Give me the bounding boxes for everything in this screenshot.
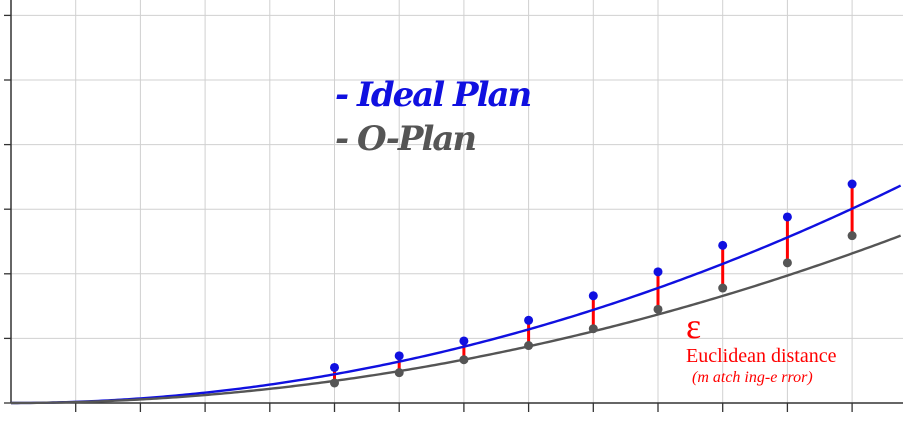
legend-entry-ideal-plan: - Ideal Plan xyxy=(335,75,531,115)
series-0-point-3 xyxy=(524,315,534,325)
annotation-line2: (m atch ing-e rror) xyxy=(692,369,813,386)
series-line-1 xyxy=(11,234,902,405)
series-1-point-8 xyxy=(847,231,857,241)
series-0-point-0 xyxy=(330,362,339,372)
grid-lines xyxy=(11,0,903,403)
series-0-point-1 xyxy=(394,351,404,361)
series-line-0 xyxy=(11,184,902,405)
series-1-point-4 xyxy=(588,324,598,334)
series-1-point-7 xyxy=(782,258,792,268)
series-points xyxy=(330,179,857,388)
legend-entry-o-plan: - O-Plan xyxy=(335,119,475,159)
series-0-point-7 xyxy=(782,212,792,222)
series-0-point-4 xyxy=(588,291,598,301)
series-1-point-5 xyxy=(653,304,663,314)
series-0-point-6 xyxy=(718,240,728,250)
axes xyxy=(4,0,903,412)
annotation-line1: Euclidean distance xyxy=(686,345,837,367)
series-1-point-1 xyxy=(394,368,404,378)
series-1-point-2 xyxy=(459,355,469,365)
series-1-point-3 xyxy=(524,341,534,351)
legend: - Ideal Plan - O-Plan xyxy=(335,75,533,159)
series-0-point-5 xyxy=(653,267,663,277)
series-curves xyxy=(11,184,902,405)
error-annotation: ε Euclidean distance (m atch ing-e rror) xyxy=(686,306,837,386)
series-0-point-8 xyxy=(847,179,857,189)
series-1-point-0 xyxy=(330,378,339,388)
epsilon-symbol: ε xyxy=(686,306,701,346)
series-1-point-6 xyxy=(718,283,728,293)
series-0-point-2 xyxy=(459,336,469,346)
